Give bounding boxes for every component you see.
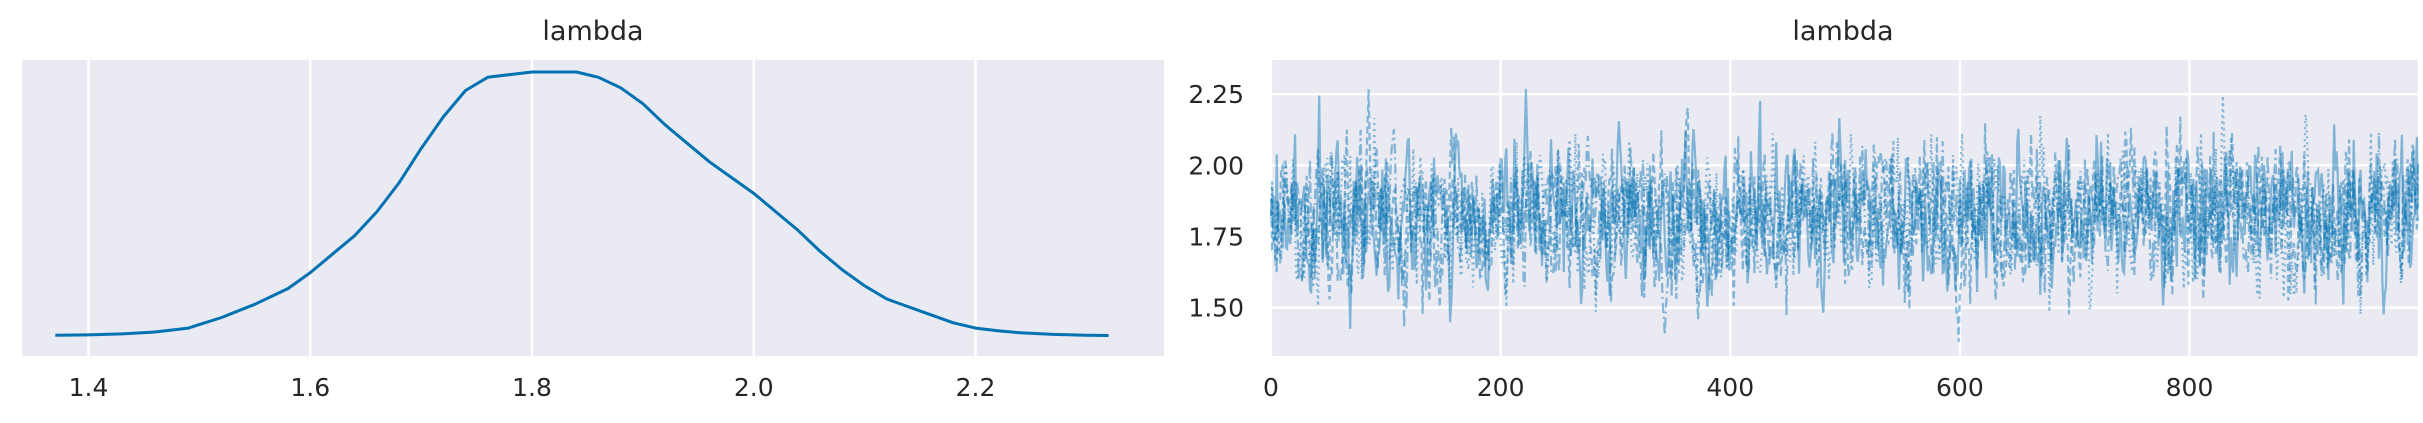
- trace-chain-line: [1269, 95, 2420, 315]
- density-plot-area: [22, 60, 1164, 356]
- trace-ytick-label: 2.00: [1188, 151, 1244, 180]
- density-panel: 1.4 1.6 1.8 2.0 2.2 lambda: [22, 16, 1164, 402]
- trace-xtick-label: 600: [1936, 373, 1984, 402]
- trace-chain-line: [1269, 89, 2420, 342]
- density-title: lambda: [542, 16, 643, 47]
- trace-xtick-label: 200: [1477, 373, 1525, 402]
- density-xtick-label: 2.0: [734, 373, 774, 402]
- density-xtick-label: 1.6: [290, 373, 330, 402]
- density-curve: [55, 70, 1109, 337]
- trace-title: lambda: [1792, 16, 1893, 47]
- trace-chain-line: [1269, 123, 2420, 336]
- density-xtick-label: 2.2: [956, 373, 996, 402]
- trace-ytick-label: 1.50: [1188, 294, 1244, 323]
- trace-xtick-label: 400: [1706, 373, 1754, 402]
- density-xtick-label: 1.4: [69, 373, 109, 402]
- trace-xtick-label: 800: [2166, 373, 2214, 402]
- trace-panel: 0 200 400 600 800 1.50 1.75 2.00 2.25 lambda: [1188, 16, 2420, 402]
- trace-ytick-label: 1.75: [1188, 222, 1244, 251]
- trace-xtick-label: 0: [1263, 373, 1279, 402]
- trace-ytick-label: 2.25: [1188, 80, 1244, 109]
- density-xtick-label: 1.8: [512, 373, 552, 402]
- trace-chain-line: [1270, 88, 2420, 329]
